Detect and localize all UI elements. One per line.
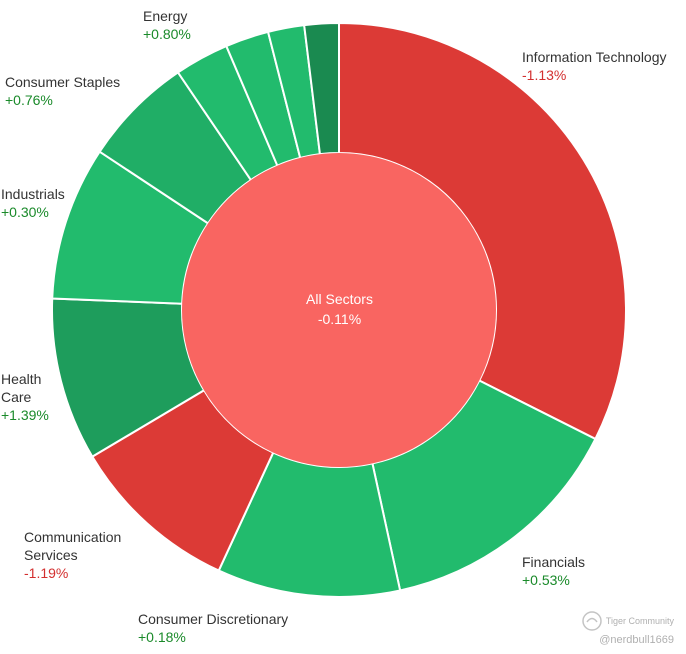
label-financials: Financials +0.53% [522, 553, 585, 589]
label-information-technology: Information Technology -1.13% [522, 48, 667, 84]
center-title: All Sectors [306, 291, 373, 307]
watermark: Tiger Community @nerdbull1669 [581, 610, 674, 646]
watermark-brand: Tiger Community [605, 615, 674, 626]
label-name: Consumer Discretionary [138, 611, 289, 627]
label-change: -1.19% [24, 565, 69, 581]
label-consumer-discretionary: Consumer Discretionary +0.18% [138, 610, 288, 646]
center-slice-all-sectors[interactable] [182, 153, 496, 467]
label-communication-services: Communication Services -1.19% [24, 528, 144, 582]
label-consumer-staples: Consumer Staples +0.76% [5, 73, 120, 109]
label-industrials: Industrials +0.30% [1, 185, 65, 221]
center-value: -0.11% [317, 311, 362, 327]
label-name: Financials [522, 554, 586, 570]
tiger-logo-icon [582, 611, 602, 631]
label-name: Communication Services [24, 529, 122, 563]
label-energy: Energy +0.80% [143, 7, 191, 43]
label-name: Industrials [1, 186, 65, 202]
label-name: Consumer Staples [5, 74, 121, 90]
label-change: +0.53% [522, 572, 570, 588]
label-change: +0.76% [5, 92, 53, 108]
label-name: Information Technology [522, 49, 667, 65]
label-change: -1.13% [522, 67, 567, 83]
label-change: +0.30% [1, 204, 49, 220]
label-change: +1.39% [1, 407, 49, 423]
watermark-handle: @nerdbull1669 [599, 634, 674, 646]
label-name: Health Care [1, 371, 42, 405]
center-label: All Sectors -0.11% [252, 289, 427, 329]
label-name: Energy [143, 8, 188, 24]
label-change: +0.80% [143, 26, 191, 42]
label-change: +0.18% [138, 629, 186, 645]
label-health-care: Health Care +1.39% [1, 370, 51, 424]
